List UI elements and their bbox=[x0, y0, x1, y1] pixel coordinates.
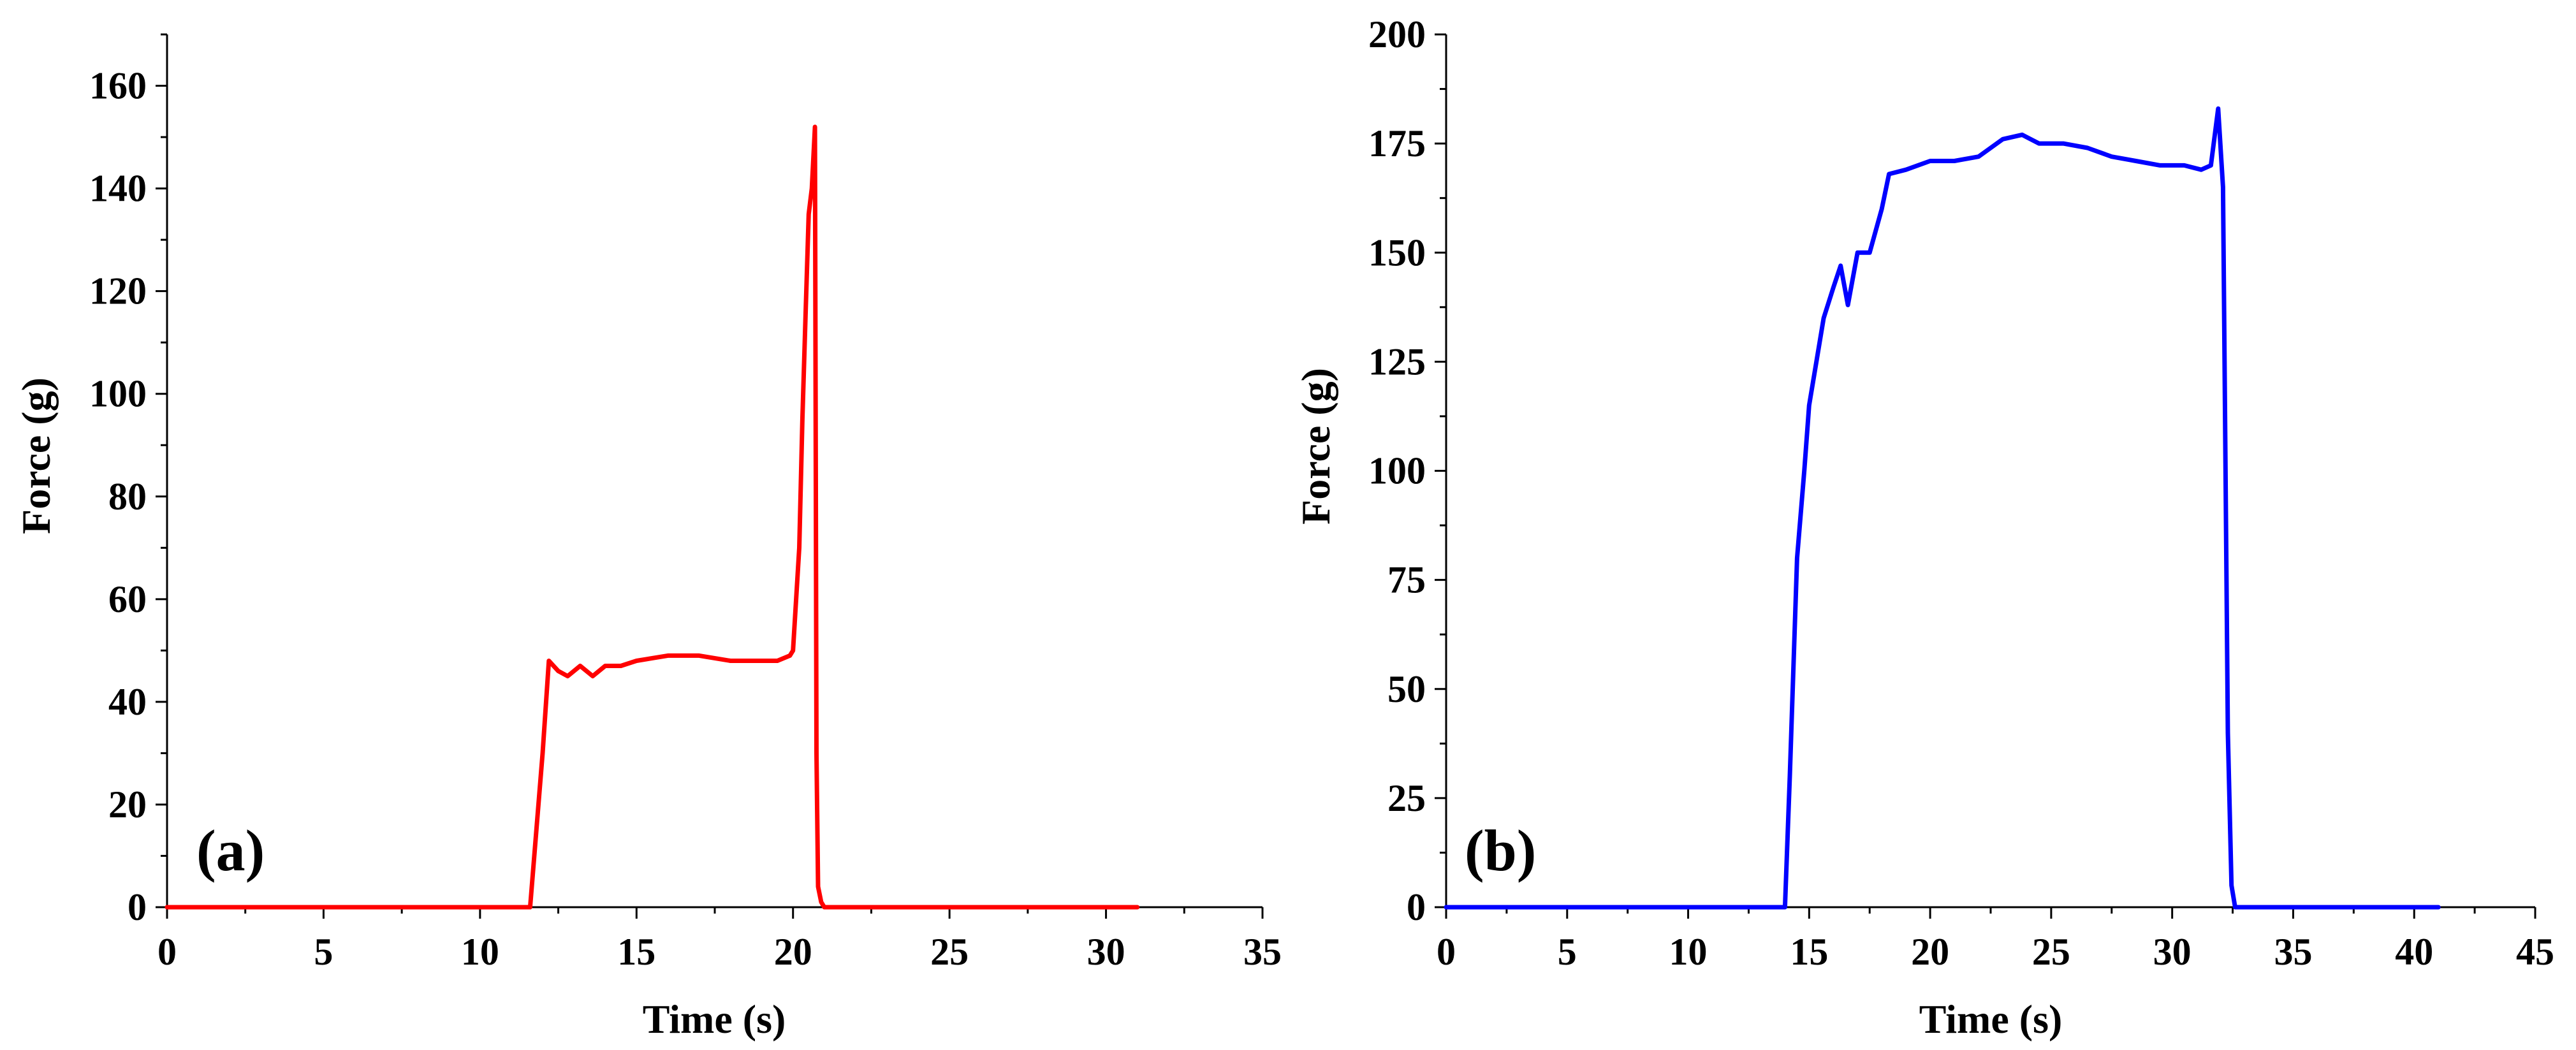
y-tick-label-a: 60 bbox=[108, 578, 147, 620]
xlabel-b: Time (s) bbox=[1919, 996, 2063, 1042]
panel-a: Force (g) Time (s) (a) 0 5 10 15 20 25 30 35 0 20… bbox=[13, 33, 1282, 1042]
x-tick-label-a: 0 bbox=[157, 931, 177, 973]
panel-b: Force (g) Time (s) (b) 0 5 10 15 20 25 30 35 40 4… bbox=[1293, 13, 2554, 1042]
y-tick-label-a: 40 bbox=[108, 681, 147, 723]
panel-label-a: (a) bbox=[196, 818, 265, 883]
x-tick-label-b: 35 bbox=[2274, 931, 2312, 973]
panel-label-b: (b) bbox=[1465, 818, 1536, 883]
x-tick-label-a: 25 bbox=[930, 931, 969, 973]
x-tick-label-a: 15 bbox=[617, 931, 655, 973]
y-tick-label-a: 120 bbox=[89, 270, 147, 312]
y-tick-label-b: 175 bbox=[1368, 122, 1426, 164]
x-tick-label-a: 30 bbox=[1087, 931, 1125, 973]
x-tick-label-b: 10 bbox=[1669, 931, 1708, 973]
y-tick-label-a: 20 bbox=[108, 784, 147, 826]
y-tick-label-a: 80 bbox=[108, 476, 147, 518]
x-tick-label-b: 30 bbox=[2153, 931, 2192, 973]
y-tick-label-a: 100 bbox=[89, 373, 147, 415]
y-tick-label-b: 100 bbox=[1368, 450, 1426, 492]
x-tick-label-a: 5 bbox=[314, 931, 333, 973]
x-tick-label-b: 5 bbox=[1558, 931, 1577, 973]
ylabel-a: Force (g) bbox=[13, 377, 59, 534]
y-tick-label-b: 150 bbox=[1368, 231, 1426, 273]
xlabel-a: Time (s) bbox=[643, 996, 786, 1042]
x-tick-label-b: 40 bbox=[2395, 931, 2433, 973]
x-tick-label-b: 45 bbox=[2516, 931, 2554, 973]
y-tick-label-b: 0 bbox=[1407, 886, 1426, 928]
y-tick-label-b: 75 bbox=[1387, 559, 1426, 601]
x-tick-label-b: 25 bbox=[2032, 931, 2070, 973]
x-tick-label-a: 10 bbox=[461, 931, 499, 973]
x-tick-label-b: 0 bbox=[1437, 931, 1456, 973]
x-tick-label-a: 20 bbox=[774, 931, 812, 973]
y-tick-label-a: 160 bbox=[89, 65, 147, 107]
y-tick-label-a: 0 bbox=[128, 886, 147, 928]
series-line-b bbox=[1444, 106, 2441, 910]
x-tick-label-b: 15 bbox=[1790, 931, 1828, 973]
y-tick-label-b: 200 bbox=[1368, 13, 1426, 55]
series-line-a bbox=[165, 124, 1140, 910]
x-tick-label-b: 20 bbox=[1911, 931, 1949, 973]
y-tick-label-b: 25 bbox=[1387, 777, 1426, 819]
y-tick-label-b: 125 bbox=[1368, 340, 1426, 383]
x-tick-label-a: 35 bbox=[1243, 931, 1282, 973]
y-tick-label-a: 140 bbox=[89, 168, 147, 210]
ylabel-b: Force (g) bbox=[1293, 368, 1338, 525]
y-tick-label-b: 50 bbox=[1387, 668, 1426, 710]
